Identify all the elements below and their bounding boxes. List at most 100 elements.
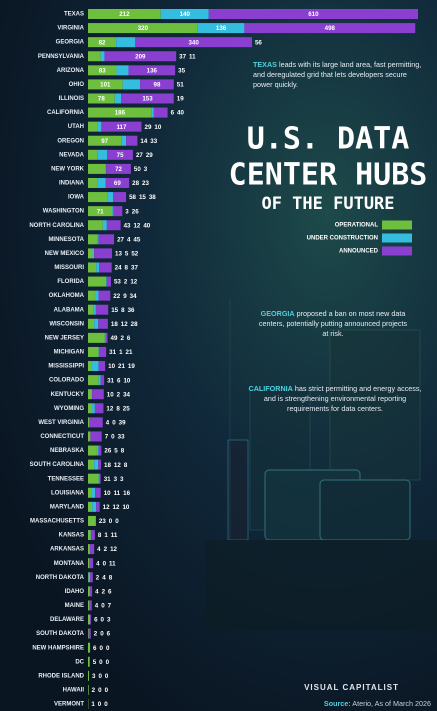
bar-segment xyxy=(106,276,111,287)
bar-segment xyxy=(89,558,94,569)
bar-segment xyxy=(88,163,106,174)
bar-segment xyxy=(88,656,90,667)
value-label: 0 xyxy=(98,673,102,680)
bar-segment xyxy=(96,262,99,273)
value-label: 0 xyxy=(115,518,119,525)
value-label: 4 xyxy=(106,420,110,427)
value-label: 2 xyxy=(104,546,108,553)
value-label: 5 xyxy=(93,659,97,666)
bar-segment xyxy=(88,642,91,653)
bar-segment xyxy=(88,670,90,681)
value-label: 1 xyxy=(119,349,123,356)
bar-segment xyxy=(91,487,96,498)
category-label: DC xyxy=(75,659,84,665)
value-label: 0 xyxy=(103,560,107,567)
title-line: CENTER HUBS xyxy=(229,158,428,193)
bar-segment xyxy=(88,586,90,597)
value-label: 6 xyxy=(108,588,112,595)
bar-segment xyxy=(97,149,108,160)
value-label: 209 xyxy=(135,53,146,60)
value-label: 43 xyxy=(124,222,131,229)
value-label: 29 xyxy=(145,124,152,131)
bar-segment xyxy=(98,346,107,357)
bar-segment xyxy=(105,332,108,343)
bar-segment xyxy=(104,51,177,62)
category-label: WISCONSIN xyxy=(49,321,84,327)
value-label: 10 xyxy=(122,504,129,511)
category-label: ARKANSAS xyxy=(50,547,84,553)
bar-segment xyxy=(102,220,107,231)
bar-segment xyxy=(89,417,103,428)
value-label: 6 xyxy=(117,377,121,384)
value-label: 186 xyxy=(115,110,126,117)
value-label: 136 xyxy=(216,25,227,32)
bar-segment xyxy=(105,177,130,188)
value-label: 2 xyxy=(96,574,100,581)
value-label: 36 xyxy=(128,307,135,314)
value-label: 83 xyxy=(99,67,106,74)
value-label: 8 xyxy=(98,532,102,539)
annotation-text: leads with its large land area, fast per… xyxy=(253,60,422,89)
bar-segment xyxy=(88,149,98,160)
annotation: TEXAS leads with its large land area, fa… xyxy=(253,60,423,90)
value-label: 3 xyxy=(125,208,129,215)
value-label: 101 xyxy=(100,82,111,89)
value-label: 69 xyxy=(114,180,121,187)
category-label: HAWAII xyxy=(63,687,85,693)
bar-segment xyxy=(92,389,104,400)
value-label: 10 xyxy=(107,391,114,398)
category-label: ILLINOIS xyxy=(59,96,84,102)
category-label: LOUISIANA xyxy=(51,490,85,496)
bar-segment xyxy=(98,445,102,456)
bar-segment xyxy=(126,135,138,146)
value-label: 4 xyxy=(97,546,101,553)
value-label: 38 xyxy=(149,194,156,201)
value-label: 33 xyxy=(150,138,157,145)
category-label: TENNESSEE xyxy=(48,476,84,482)
value-label: 82 xyxy=(99,39,106,46)
value-label: 2 xyxy=(92,687,96,694)
value-label: 27 xyxy=(117,236,124,243)
bar-segment xyxy=(88,431,91,442)
legend-swatch xyxy=(382,233,412,243)
bar-segment xyxy=(88,487,92,498)
bar-segment xyxy=(88,318,95,329)
value-label: 58 xyxy=(129,194,136,201)
value-label: 37 xyxy=(179,53,186,60)
value-label: 12 xyxy=(110,546,117,553)
category-label: PENNSYLVANIA xyxy=(38,54,85,60)
annotation-text: proposed a ban on most new data centers,… xyxy=(258,309,408,338)
value-label: 33 xyxy=(118,434,125,441)
bar-segment xyxy=(88,544,90,555)
value-label: 78 xyxy=(98,96,105,103)
bar-segment xyxy=(90,614,92,625)
source-text: Aterio, As of March 2026 xyxy=(352,699,431,708)
value-label: 0 xyxy=(101,617,105,624)
value-label: 0 xyxy=(106,659,110,666)
category-label: ARIZONA xyxy=(57,68,85,74)
bar-segment xyxy=(88,515,96,526)
value-label: 21 xyxy=(126,349,133,356)
bar-segment xyxy=(88,79,123,90)
annotation-text: has strict permitting and energy access,… xyxy=(263,384,422,413)
bar-segment xyxy=(98,290,111,301)
bar-segment xyxy=(151,107,154,118)
value-label: 8 xyxy=(121,448,125,455)
value-label: 2 xyxy=(102,588,106,595)
value-label: 0 xyxy=(101,603,105,610)
category-label: OREGON xyxy=(57,138,84,144)
value-label: 1 xyxy=(91,701,95,708)
bar-segment xyxy=(89,586,91,597)
category-label: WYOMING xyxy=(54,406,84,412)
value-label: 0 xyxy=(99,659,103,666)
value-label: 4 xyxy=(102,574,106,581)
value-label: 136 xyxy=(147,67,158,74)
bar-segment xyxy=(88,473,99,484)
value-label: 29 xyxy=(146,152,153,159)
bar-segment xyxy=(88,628,91,639)
bar-segment xyxy=(116,37,136,48)
bar-segment xyxy=(97,121,102,132)
value-label: 10 xyxy=(108,363,115,370)
bar-segment xyxy=(88,65,117,76)
value-label: 153 xyxy=(142,96,153,103)
